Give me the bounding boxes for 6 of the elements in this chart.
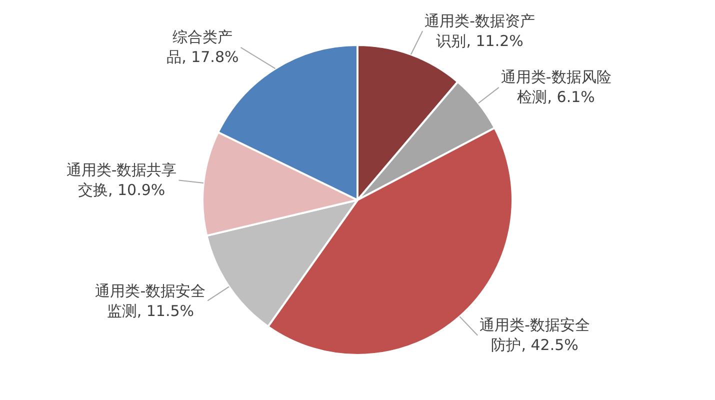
slice-label: 通用类-数据风险检测, 6.1% xyxy=(500,67,612,108)
slice-label: 通用类-数据资产识别, 11.2% xyxy=(424,11,536,52)
slice-label: 通用类-数据共享交换, 10.9% xyxy=(66,160,178,200)
slice-label: 通用类-数据安全监测, 11.5% xyxy=(94,280,206,321)
slice-label: 通用类-数据安全防护, 42.5% xyxy=(478,315,591,356)
slice-label: 综合类产品, 17.8% xyxy=(166,27,240,68)
